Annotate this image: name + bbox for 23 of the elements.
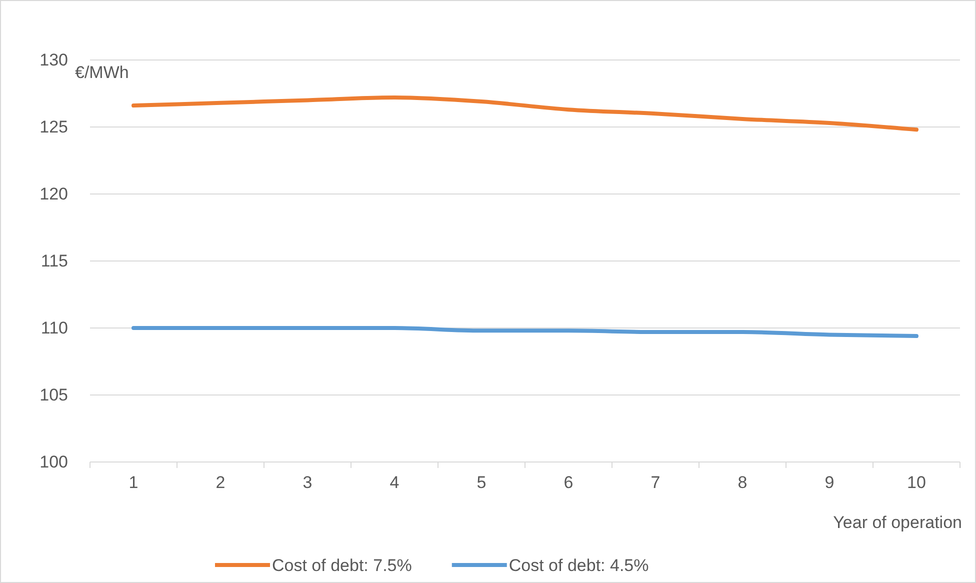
x-tick-label: 7	[650, 473, 660, 492]
legend-label: Cost of debt: 4.5%	[508, 556, 649, 575]
line-series	[132, 326, 918, 338]
x-tick-label: 3	[302, 473, 312, 492]
x-tick-label: 4	[390, 473, 400, 492]
x-tick-label: 8	[738, 473, 748, 492]
y-tick-label: 120	[40, 184, 68, 204]
y-tick-label: 125	[40, 117, 68, 136]
legend-label: Cost of debt: 7.5%	[272, 556, 412, 575]
y-axis-title: €/MWh	[75, 63, 129, 82]
y-tick-label: 115	[40, 251, 68, 270]
line-series	[132, 96, 918, 132]
y-tick-label: 110	[40, 318, 68, 338]
y-tick-label: 130	[40, 50, 68, 70]
x-tick-label: 5	[476, 473, 486, 492]
x-tick-label: 2	[216, 473, 226, 492]
y-tick-label: 105	[40, 385, 68, 404]
x-tick-label: 1	[128, 473, 138, 492]
x-tick-label: 6	[564, 473, 574, 492]
x-tick-label: 9	[824, 473, 834, 492]
y-tick-label: 100	[40, 452, 68, 472]
x-tick-label: 10	[907, 473, 926, 492]
x-axis-title: Year of operation	[833, 513, 962, 532]
